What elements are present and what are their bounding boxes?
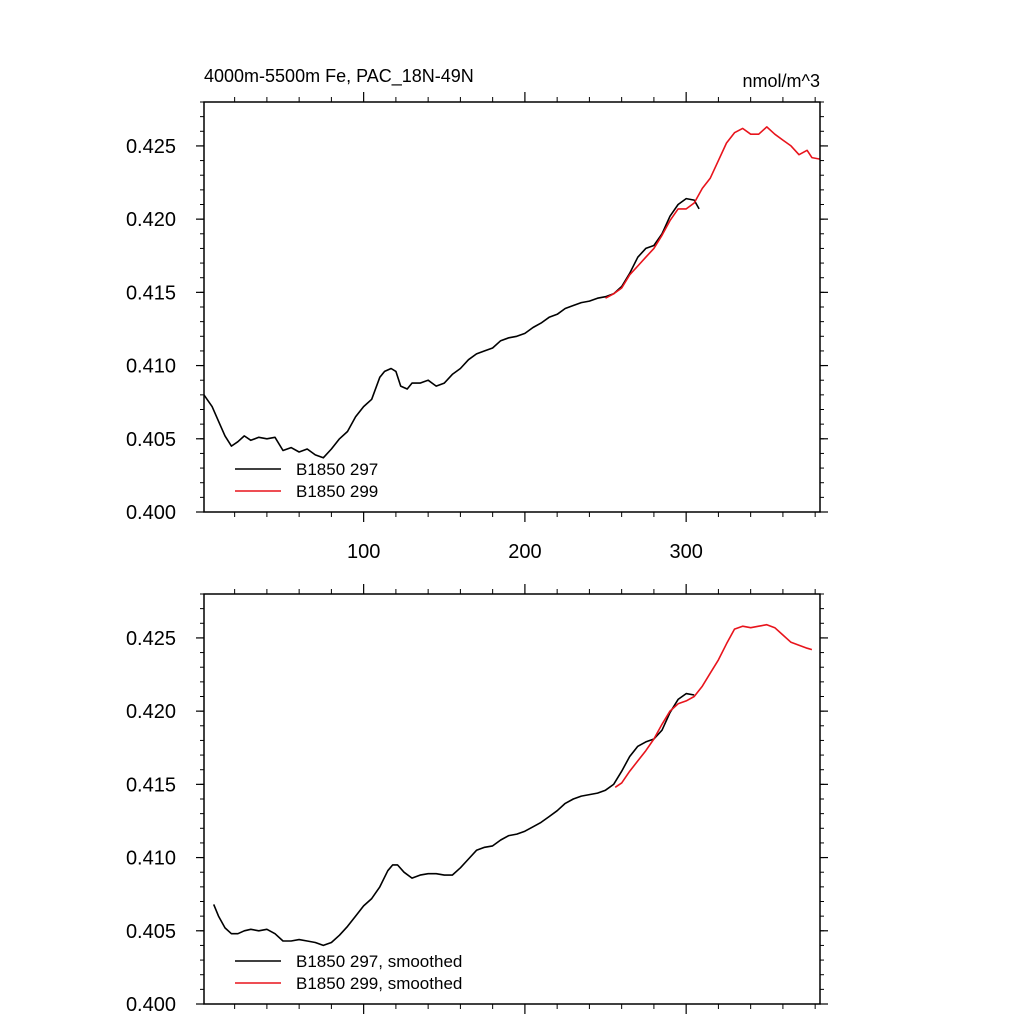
series-line-0 [212,692,695,947]
y-tick-label: 0.405 [126,429,176,451]
x-tick-label: 200 [508,541,541,563]
y-tick-label: 0.400 [126,994,176,1016]
legend-label-299: B1850 299 [296,482,378,501]
y-tick-label: 0.415 [126,774,176,796]
bottom-legend: B1850 297, smoothed B1850 299, smoothed [235,952,462,993]
bottom-plot-frame [203,593,821,1005]
top-axis-ticks: 0.400 0.405 0.410 0.415 0.420 0.425 100 200 300 [126,92,828,563]
legend-label-297-smoothed: B1850 297, smoothed [296,952,462,971]
bottom-panel: 0.400 0.405 0.410 0.415 0.420 0.425 B1850 297… [126,584,828,1016]
y-tick-label: 0.405 [126,921,176,943]
top-legend: B1850 297 B1850 299 [235,460,378,501]
y-tick-label: 0.425 [126,136,176,158]
x-tick-label: 100 [347,541,380,563]
y-tick-label: 0.420 [126,209,176,231]
y-tick-label: 0.410 [126,356,176,378]
y-tick-label: 0.415 [126,282,176,304]
chart-title: 4000m-5500m Fe, PAC_18N-49N [204,66,474,87]
top-series-layer [203,126,821,459]
series-line-1 [614,623,813,788]
series-line-1 [605,126,821,299]
y-tick-label: 0.410 [126,848,176,870]
top-plot-frame [203,101,821,513]
series-line-0 [203,197,700,459]
y-tick-label: 0.400 [126,502,176,524]
bottom-axis-ticks: 0.400 0.405 0.410 0.415 0.420 0.425 [126,584,828,1016]
bottom-series-layer [212,623,813,947]
legend-label-299-smoothed: B1850 299, smoothed [296,974,462,993]
x-tick-label: 300 [669,541,702,563]
legend-label-297: B1850 297 [296,460,378,479]
y-tick-label: 0.425 [126,628,176,650]
units-label: nmol/m^3 [743,71,820,91]
y-tick-label: 0.420 [126,701,176,723]
top-panel: 4000m-5500m Fe, PAC_18N-49N nmol/m^3 0.4… [126,66,828,563]
